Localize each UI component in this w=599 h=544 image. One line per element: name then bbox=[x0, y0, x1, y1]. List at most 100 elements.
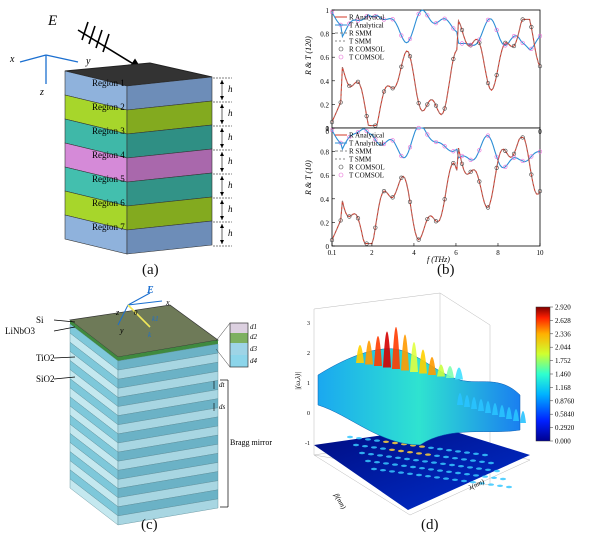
floor-spot bbox=[380, 447, 386, 450]
floor-spot bbox=[485, 468, 491, 471]
floor-spot bbox=[464, 473, 470, 476]
floor-spot bbox=[383, 440, 389, 443]
panel-d: 3 2 1 0 -1 |(ω,λ)| β(nm) λ(nm) 2.920 2.628 2.3… bbox=[290, 285, 599, 539]
comsol-t-point bbox=[355, 129, 361, 135]
x-tick-label: 4 bbox=[412, 249, 416, 257]
colorbar-tick-label: 0.000 bbox=[555, 438, 571, 446]
comsol-r-point bbox=[425, 102, 430, 107]
floor-spot bbox=[449, 463, 455, 467]
floor-spot bbox=[428, 446, 434, 449]
floor-spot bbox=[497, 484, 503, 487]
floor-spot bbox=[431, 461, 437, 464]
surface-peak bbox=[392, 327, 400, 369]
legend-entry: T SMM bbox=[349, 156, 372, 164]
floor-spot bbox=[353, 443, 359, 447]
floor-spot bbox=[392, 463, 398, 466]
comsol-r-point bbox=[373, 123, 378, 128]
floor-spot bbox=[437, 469, 443, 472]
surface-peak bbox=[455, 367, 463, 380]
surface-peak bbox=[410, 342, 418, 372]
inset-d1: d1 bbox=[250, 323, 257, 331]
floor-spot bbox=[389, 448, 395, 451]
z-tick-label: 3 bbox=[307, 321, 310, 327]
panel-c: E x y z θ k1 k Si LiNbO3 TiO2 SiO2 bbox=[0, 285, 290, 539]
thickness-label: h bbox=[228, 84, 233, 94]
comsol-r-point bbox=[347, 214, 352, 219]
comsol-r-point bbox=[329, 238, 335, 243]
comsol-t-point bbox=[503, 43, 508, 48]
surface-peak bbox=[356, 345, 364, 363]
floor-spot bbox=[461, 458, 467, 461]
bottom-ylabel: R & T (10) bbox=[304, 160, 313, 196]
comsol-r-point bbox=[485, 80, 491, 86]
floor-spot bbox=[491, 476, 497, 479]
comsol-r-point bbox=[347, 83, 352, 89]
surface-ridge bbox=[457, 393, 463, 405]
x-tick-label: 6 bbox=[454, 249, 458, 257]
comsol-r-point bbox=[381, 89, 387, 94]
comsol-r-point bbox=[442, 197, 447, 202]
floor-spot bbox=[356, 437, 362, 440]
label-si: Si bbox=[36, 315, 44, 325]
axis-y-label: y bbox=[85, 56, 91, 67]
surface-ridge bbox=[464, 395, 470, 407]
film-side bbox=[118, 340, 218, 361]
comsol-r-point bbox=[329, 119, 335, 125]
surface-peak bbox=[437, 364, 445, 377]
comsol-r-point bbox=[477, 179, 482, 184]
legend-entry: R COMSOL bbox=[349, 46, 385, 54]
comsol-t-point bbox=[373, 137, 378, 142]
floor-spot bbox=[470, 481, 476, 484]
y-tick-label: 0.8 bbox=[320, 31, 329, 39]
colorbar-tick-label: 0.5840 bbox=[555, 411, 575, 419]
comsol-r-point bbox=[416, 237, 421, 242]
z-label: |(ω,λ)| bbox=[294, 372, 302, 390]
period-ds: ds bbox=[219, 403, 226, 411]
region-label: Region 4 bbox=[92, 150, 125, 160]
comsol-r-point bbox=[537, 189, 543, 194]
z-tick-label: 0 bbox=[307, 411, 310, 417]
colorbar-tick-label: 2.920 bbox=[555, 304, 571, 312]
y-tick-label: 0 bbox=[326, 125, 330, 133]
legend-entry: T Analytical bbox=[349, 22, 384, 30]
floor-spot bbox=[425, 453, 431, 456]
comsol-t-point bbox=[390, 17, 395, 22]
colorbar-tick-label: 1.460 bbox=[555, 371, 571, 379]
comsol-r-point bbox=[373, 225, 378, 230]
k-vector bbox=[127, 304, 151, 328]
top-ylabel: R & T (120) bbox=[304, 36, 313, 76]
floor-spot bbox=[389, 470, 395, 473]
axis-z-label: z bbox=[39, 87, 44, 98]
floor-spot bbox=[374, 439, 380, 442]
floor-spot bbox=[413, 459, 419, 462]
y-tick-label: 0.2 bbox=[320, 219, 329, 227]
comsol-t-point bbox=[381, 141, 387, 147]
floor-spot bbox=[470, 459, 476, 462]
legend-entry: R COMSOL bbox=[349, 164, 385, 172]
y-tick-label: 1 bbox=[326, 7, 330, 15]
comsol-t-point bbox=[407, 36, 413, 42]
floor-spot bbox=[398, 449, 404, 453]
floor-spot bbox=[434, 454, 440, 457]
floor-spot bbox=[443, 477, 449, 480]
comsol-t-point bbox=[537, 33, 543, 39]
floor-spot bbox=[488, 483, 494, 486]
y-tick-label: 1 bbox=[326, 125, 330, 133]
floor-spot bbox=[452, 478, 458, 481]
region-label: Region 2 bbox=[92, 102, 125, 112]
comsol-r-point bbox=[355, 79, 361, 84]
floor-spot bbox=[452, 457, 458, 460]
colorbar bbox=[535, 306, 551, 442]
comsol-t-point bbox=[520, 158, 525, 164]
legend-entry: R SMM bbox=[349, 30, 373, 38]
colorbar-tick-label: 0.8760 bbox=[555, 397, 575, 405]
floor-spot bbox=[455, 450, 461, 453]
comsol-t-point bbox=[425, 132, 430, 137]
surface-peak bbox=[446, 366, 454, 378]
floor-spot bbox=[374, 461, 380, 464]
floor-spot bbox=[347, 435, 353, 439]
floor-spot bbox=[437, 447, 443, 451]
surface-ridge bbox=[520, 411, 526, 423]
floor-spot bbox=[488, 461, 494, 465]
